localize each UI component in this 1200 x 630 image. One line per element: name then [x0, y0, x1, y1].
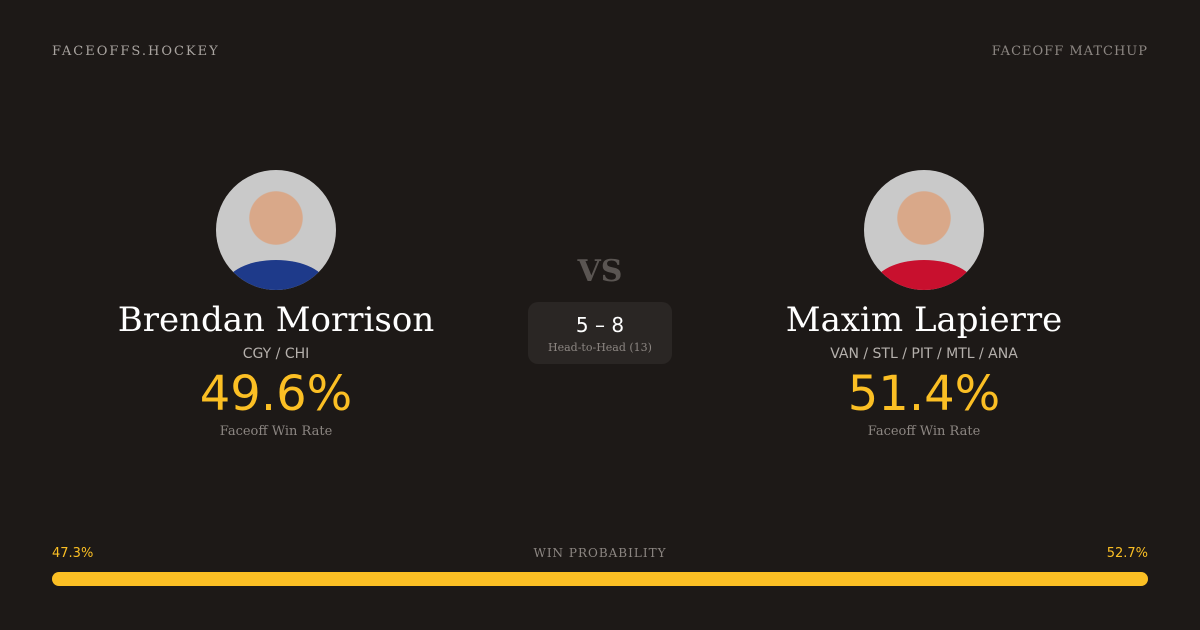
win-probability-bar-right [570, 572, 1148, 586]
player-left-name: Brendan Morrison [117, 300, 435, 340]
head-to-head-label: Head-to-Head (13) [548, 341, 652, 354]
win-probability-right: 52.7% [1106, 546, 1148, 561]
head-to-head-card: 5 – 8 Head-to-Head (13) [528, 302, 672, 364]
head-to-head-score: 5 – 8 [575, 313, 625, 337]
player-left-avatar [216, 170, 336, 290]
player-right-win-rate: 51.4% [847, 366, 1001, 422]
player-left-win-rate: 49.6% [199, 366, 353, 422]
player-right-teams: VAN / STL / PIT / MTL / ANA [830, 346, 1018, 362]
win-probability-left: 47.3% [52, 546, 94, 561]
player-right-avatar [864, 170, 984, 290]
player-left-win-rate-label: Faceoff Win Rate [219, 424, 333, 439]
win-probability-label: WIN PROBABILITY [533, 546, 667, 560]
page-tag: FACEOFF MATCHUP [991, 44, 1148, 59]
player-left-teams: CGY / CHI [242, 346, 310, 362]
player-right: Maxim Lapierre VAN / STL / PIT / MTL / A… [724, 170, 1124, 439]
player-left: Brendan Morrison CGY / CHI 49.6% Faceoff… [76, 170, 476, 439]
win-probability-bar-left [52, 572, 571, 586]
player-right-win-rate-label: Faceoff Win Rate [867, 424, 981, 439]
win-probability-bar [52, 572, 1148, 586]
site-brand: FACEOFFS.HOCKEY [52, 44, 220, 59]
vs-label: VS [577, 254, 623, 289]
player-right-name: Maxim Lapierre [785, 300, 1063, 340]
